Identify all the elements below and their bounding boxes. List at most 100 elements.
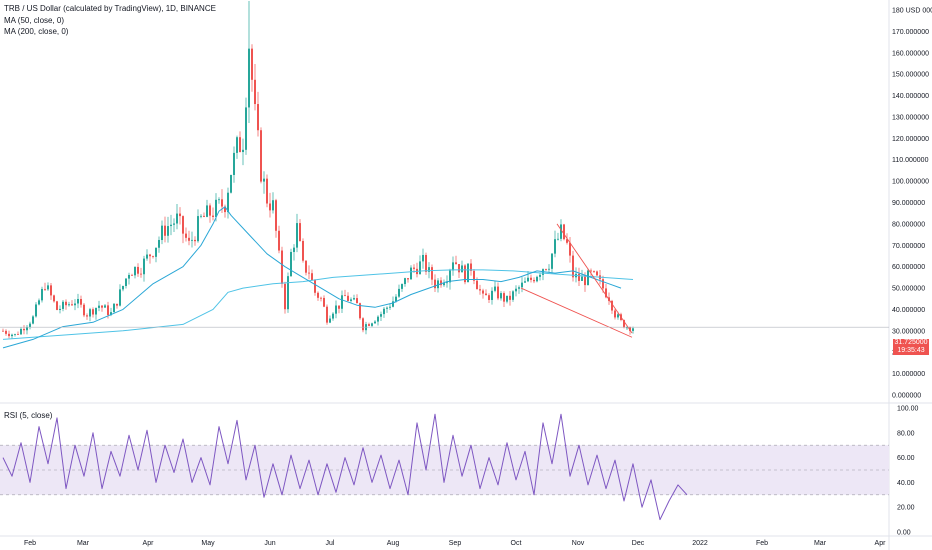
candle-body bbox=[215, 199, 217, 217]
candle-body bbox=[428, 267, 430, 272]
candle-body bbox=[335, 305, 337, 314]
candle-body bbox=[554, 239, 556, 254]
candle-body bbox=[383, 308, 385, 315]
candle-body bbox=[212, 215, 214, 217]
candle-body bbox=[248, 48, 250, 108]
candle-body bbox=[65, 301, 67, 306]
candle-body bbox=[116, 303, 118, 306]
candle-body bbox=[263, 178, 265, 182]
candle-body bbox=[386, 307, 388, 309]
candle-body bbox=[62, 301, 64, 309]
candle-body bbox=[29, 323, 31, 327]
rsi-legend[interactable]: RSI (5, close) bbox=[4, 411, 53, 420]
candle-body bbox=[74, 303, 76, 306]
candle-body bbox=[470, 263, 472, 271]
candle-body bbox=[569, 242, 571, 256]
candle-body bbox=[218, 199, 220, 201]
candle-body bbox=[392, 301, 394, 307]
candle-body bbox=[605, 288, 607, 298]
candle-body bbox=[260, 130, 262, 182]
candle-body bbox=[110, 312, 112, 316]
ma200-legend[interactable]: MA (200, close, 0) bbox=[4, 27, 69, 36]
candle-body bbox=[380, 314, 382, 317]
candle-body bbox=[131, 274, 133, 276]
candle-body bbox=[98, 305, 100, 308]
candle-body bbox=[614, 310, 616, 318]
price-tick-label: 160.000000 bbox=[892, 50, 929, 57]
candle-body bbox=[419, 261, 421, 275]
candle-body bbox=[359, 303, 361, 319]
candle-body bbox=[59, 308, 61, 310]
candle-body bbox=[524, 281, 526, 283]
time-tick-label: Apr bbox=[875, 540, 887, 547]
rsi-tick-label: 80.00 bbox=[897, 430, 915, 437]
candle-body bbox=[236, 137, 238, 153]
candle-body bbox=[173, 223, 175, 225]
candle-body bbox=[347, 295, 349, 301]
rsi-axis[interactable]: 0.00 20.00 40.00 60.00 80.00 100.00 bbox=[897, 406, 919, 537]
time-axis[interactable]: Feb Mar Apr May Jun Jul Aug Sep Oct Nov Dec 2022 Feb… bbox=[24, 540, 886, 547]
time-tick-label: Mar bbox=[77, 540, 90, 547]
time-tick-label: Oct bbox=[511, 540, 522, 547]
candle-body bbox=[194, 239, 196, 242]
candle-body bbox=[374, 321, 376, 324]
last-price-value: 31.725000 bbox=[894, 339, 928, 346]
rsi-tick-label: 0.00 bbox=[897, 530, 911, 537]
candle-body bbox=[176, 213, 178, 224]
candle-body bbox=[395, 296, 397, 302]
candle-body bbox=[2, 330, 4, 332]
candle-body bbox=[527, 277, 529, 282]
rsi-tick-label: 40.00 bbox=[897, 480, 915, 487]
candle-body bbox=[293, 247, 295, 252]
candle-body bbox=[563, 224, 565, 240]
candle-body bbox=[410, 267, 412, 280]
candle-body bbox=[323, 297, 325, 307]
candle-body bbox=[233, 152, 235, 175]
candle-body bbox=[329, 318, 331, 323]
candle-body bbox=[491, 290, 493, 300]
candle-body bbox=[17, 333, 19, 335]
candle-body bbox=[278, 230, 280, 251]
candle-body bbox=[269, 203, 271, 211]
candle-body bbox=[5, 330, 7, 334]
candle-body bbox=[533, 279, 535, 282]
candle-body bbox=[77, 298, 79, 304]
candle-body bbox=[188, 237, 190, 241]
candle-body bbox=[581, 276, 583, 281]
ma50-line bbox=[2, 206, 622, 349]
ma50-legend[interactable]: MA (50, close, 0) bbox=[4, 16, 65, 25]
candle-body bbox=[143, 258, 145, 275]
candle-body bbox=[473, 270, 475, 281]
time-tick-label: May bbox=[201, 540, 215, 547]
candle-body bbox=[254, 79, 256, 105]
candle-body bbox=[389, 306, 391, 308]
candle-body bbox=[44, 288, 46, 290]
candle-body bbox=[80, 298, 82, 305]
price-tick-label: 150.000000 bbox=[892, 72, 929, 79]
price-axis[interactable]: 0.00000010.00000020.00000030.00000040.00… bbox=[892, 8, 932, 400]
candle-body bbox=[437, 280, 439, 289]
candle-body bbox=[407, 278, 409, 280]
candle-body bbox=[401, 284, 403, 289]
candle-body bbox=[548, 268, 550, 270]
price-tick-label: 10.000000 bbox=[892, 371, 925, 378]
candle-body bbox=[185, 233, 187, 238]
candle-body bbox=[413, 267, 415, 269]
candle-body bbox=[368, 324, 370, 326]
candle-body bbox=[170, 224, 172, 227]
candle-body bbox=[500, 293, 502, 299]
candle-body bbox=[623, 319, 625, 328]
candle-body bbox=[266, 178, 268, 204]
price-tick-label: 0.000000 bbox=[892, 393, 921, 400]
candle-body bbox=[92, 309, 94, 315]
rsi-tick-label: 20.00 bbox=[897, 505, 915, 512]
chart-title: TRB / US Dollar (calculated by TradingVi… bbox=[4, 4, 216, 13]
candle-body bbox=[356, 298, 358, 304]
candle-body bbox=[53, 295, 55, 302]
candle-body bbox=[398, 288, 400, 297]
price-tick-label: 140.000000 bbox=[892, 93, 929, 100]
candle-body bbox=[167, 226, 169, 236]
candle-body bbox=[341, 295, 343, 309]
candle-body bbox=[455, 262, 457, 265]
